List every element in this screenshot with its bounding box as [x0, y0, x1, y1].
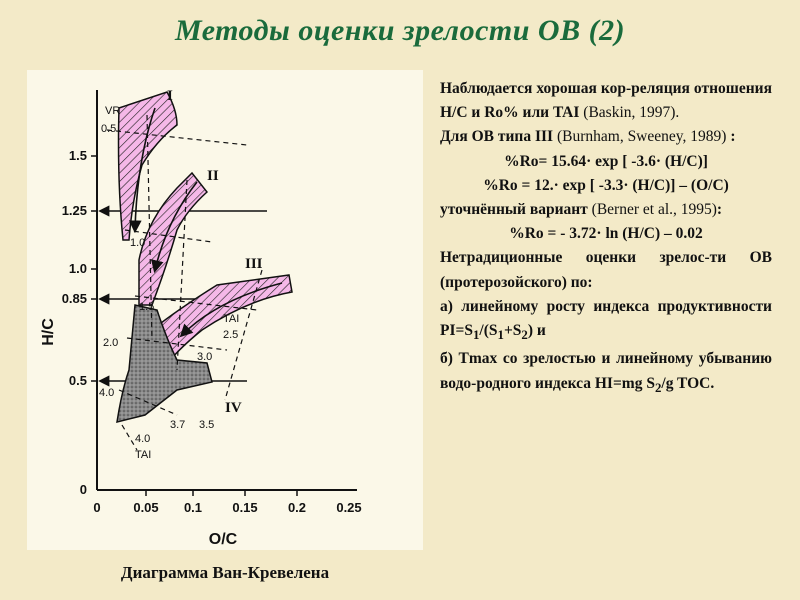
- slide-title: Методы оценки зрелости ОВ (2): [174, 14, 626, 47]
- vr-label: VR: [105, 105, 120, 117]
- figure-caption: Диаграмма Ван-Кревелена: [120, 563, 330, 582]
- y-tick-4: 1.25: [62, 203, 87, 218]
- y-tick-5: 1.5: [69, 148, 87, 163]
- tai-4-0-label: 4.0: [135, 433, 150, 445]
- van-krevelen-svg: 0 0.5 0.85 1.0 1.25 1.5 0 0.05 0.1 0.15 …: [40, 88, 362, 548]
- y-tick-2: 0.85: [62, 291, 87, 306]
- x-tick-3: 0.15: [232, 500, 257, 515]
- y-tick-1: 0.5: [69, 373, 87, 388]
- formula-1: %Ro= 15.64· exp [ -3.6· (H/C)]: [504, 152, 708, 170]
- tai-3-7-label: 3.7: [170, 419, 185, 431]
- ro-1-0-label: 1.0: [130, 237, 145, 249]
- x-tick-1: 0.05: [133, 500, 158, 515]
- paragraph-pi: а) линейному росту индекса продуктивност…: [440, 297, 772, 343]
- tai-2-5-label: 2.5: [223, 329, 238, 341]
- paragraph-tmax: б) Tmax со зрелостью и линейному убывани…: [440, 350, 772, 395]
- tai-label-top: TAI: [223, 313, 239, 325]
- type-iv-label: IV: [225, 400, 242, 416]
- van-krevelen-diagram: 0 0.5 0.85 1.0 1.25 1.5 0 0.05 0.1 0.15 …: [27, 70, 423, 550]
- type-ii-band: [138, 171, 209, 306]
- maturation-arrows: [128, 107, 283, 338]
- type-iii-label: III: [245, 256, 263, 272]
- x-tick-2: 0.1: [184, 500, 202, 515]
- ro-2-0-label: 2.0: [103, 337, 118, 349]
- type-iii-band: [151, 274, 293, 372]
- ro-4-0-label: 4.0: [99, 387, 114, 399]
- mature-zone: [116, 304, 213, 424]
- paragraph-type-iii: Для ОВ типа III (Burnham, Sweeney, 1989)…: [440, 128, 736, 146]
- formula-3: %Ro = - 3.72· ln (H/C) – 0.02: [509, 225, 703, 243]
- tai-label-bottom: TAI: [135, 449, 151, 461]
- type-i-label: I: [167, 88, 173, 104]
- y-tick-labels: 0 0.5 0.85 1.0 1.25 1.5: [62, 148, 87, 497]
- tai-3-0-label: 3.0: [197, 351, 212, 363]
- iso-ro-lines: [106, 114, 263, 451]
- type-ii-label: II: [207, 168, 219, 184]
- formula-2: %Ro = 12.· exp [ -3.3· (H/C)] – (O/C): [483, 176, 729, 194]
- ro-1-5-label: 1.5: [139, 301, 154, 313]
- x-tick-4: 0.2: [288, 500, 306, 515]
- paragraph-refined: уточнённый вариант (Berner et al., 1995)…: [440, 201, 723, 219]
- tai-3-5-label: 3.5: [199, 419, 214, 431]
- paragraph-nontraditional: Нетрадиционные оценки зрелос-ти ОВ (прот…: [440, 249, 772, 291]
- y-tick-0: 0: [80, 482, 87, 497]
- main-text: Наблюдается хорошая кор-реляция отношени…: [440, 77, 772, 400]
- x-axis-label: O/C: [209, 531, 238, 548]
- x-tick-5: 0.25: [336, 500, 361, 515]
- x-tick-0: 0: [93, 500, 100, 515]
- y-axis-label: H/C: [40, 318, 57, 346]
- ro-0-5-label: 0.5: [101, 123, 116, 135]
- y-tick-3: 1.0: [69, 261, 87, 276]
- paragraph-correlation: Наблюдается хорошая кор-реляция отношени…: [440, 80, 772, 122]
- x-tick-labels: 0 0.05 0.1 0.15 0.2 0.25: [93, 500, 361, 515]
